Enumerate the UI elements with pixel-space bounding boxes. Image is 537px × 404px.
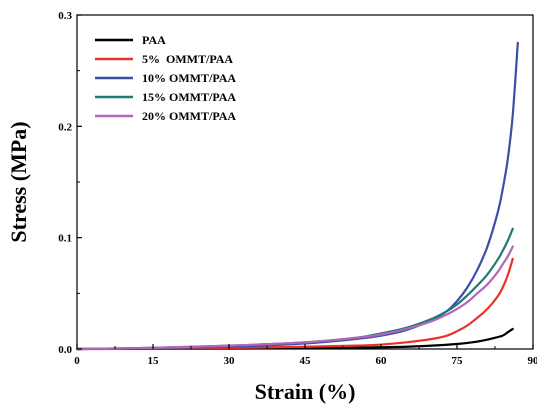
ticks-layer: 0 15 30 45 60 75 90 0.0 0.1 0.2 0.3: [58, 10, 537, 367]
y-tick-label: 0.1: [58, 233, 72, 245]
series-line-1: [75, 257, 514, 351]
x-tick-label: 30: [224, 355, 236, 367]
y-tick-label: 0.0: [58, 344, 72, 356]
x-tick-label: 15: [148, 355, 160, 367]
legend-label-0: PAA: [142, 33, 166, 47]
series-layer: [75, 41, 519, 351]
legend-label-3: 15% OMMT/PAA: [142, 90, 236, 104]
series-line-4: [75, 245, 514, 351]
legend-label-4: 20% OMMT/PAA: [142, 109, 236, 123]
legend: PAA 5% OMMT/PAA 10% OMMT/PAA 15% OMMT/PAA 20…: [95, 33, 236, 123]
y-tick-label: 0.3: [58, 10, 72, 22]
x-tick-label: 90: [528, 355, 537, 367]
x-axis-title: Strain (%): [255, 379, 356, 404]
x-tick-label: 45: [300, 355, 312, 367]
x-tick-label: 75: [452, 355, 464, 367]
legend-label-2: 10% OMMT/PAA: [142, 71, 236, 85]
legend-label-1: 5% OMMT/PAA: [142, 52, 233, 66]
x-tick-label: 60: [376, 355, 388, 367]
y-tick-label: 0.2: [58, 121, 72, 133]
x-tick-label: 0: [74, 355, 80, 367]
y-axis-title: Stress (MPa): [6, 121, 31, 242]
